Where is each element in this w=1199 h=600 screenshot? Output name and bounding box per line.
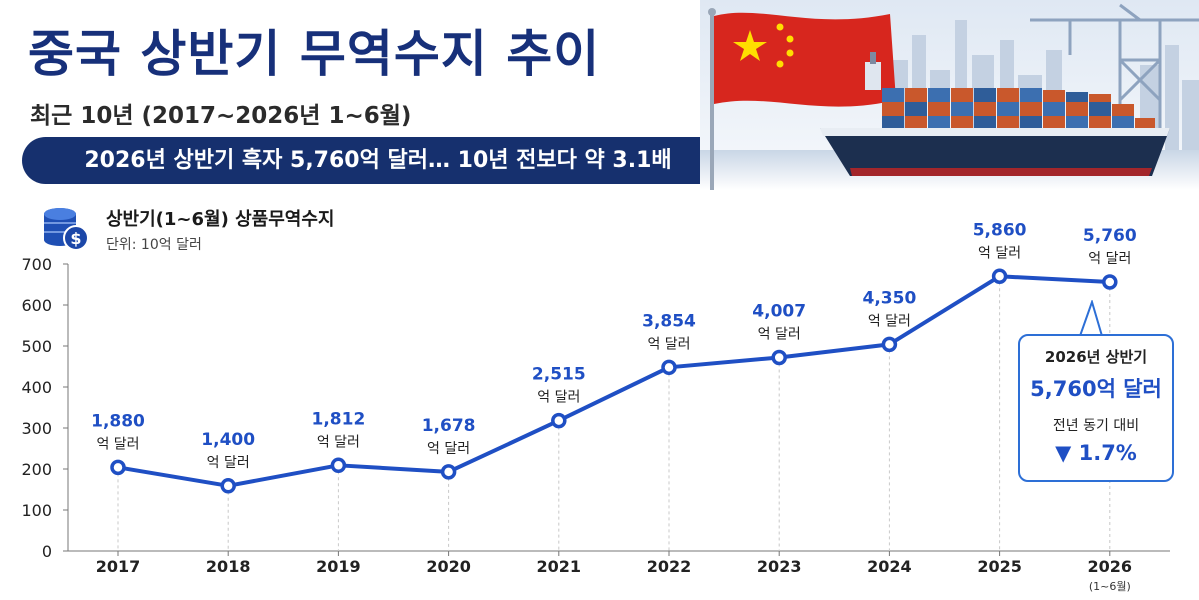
data-label-unit: 억 달러 bbox=[317, 434, 360, 450]
data-point bbox=[110, 459, 126, 476]
data-point bbox=[661, 359, 677, 376]
data-point bbox=[991, 268, 1008, 285]
chart-title: 상반기(1~6월) 상품무역수지 bbox=[106, 209, 335, 230]
data-label-value: 4,350 bbox=[863, 288, 917, 308]
data-label-value: 5,860 bbox=[973, 220, 1027, 240]
data-point bbox=[881, 336, 898, 353]
data-label-value: 5,760 bbox=[1083, 226, 1137, 246]
x-tick-label: 2026 bbox=[1088, 557, 1133, 576]
y-tick-label: 100 bbox=[21, 501, 52, 520]
callout-change-value: ▼ 1.7% bbox=[1055, 441, 1137, 465]
data-label-value: 2,515 bbox=[532, 365, 586, 385]
callout-value: 5,760억 달러 bbox=[1030, 377, 1162, 401]
data-label-value: 3,854 bbox=[642, 311, 696, 331]
x-tick-label: 2021 bbox=[537, 557, 582, 576]
page-title: 중국 상반기 무역수지 추이 bbox=[28, 25, 601, 83]
data-label-unit: 억 달러 bbox=[96, 436, 139, 452]
data-label-value: 1,812 bbox=[312, 409, 366, 429]
data-label-unit: 억 달러 bbox=[868, 313, 911, 329]
y-tick-label: 400 bbox=[21, 378, 52, 397]
data-label-value: 1,880 bbox=[91, 411, 145, 431]
x-tick-label: 2019 bbox=[316, 557, 361, 576]
x-tick-note: (1~6월) bbox=[1089, 580, 1131, 593]
x-tick-label: 2024 bbox=[867, 557, 912, 576]
x-tick-label: 2018 bbox=[206, 557, 251, 576]
y-tick-label: 300 bbox=[21, 419, 52, 438]
data-label-unit: 억 달러 bbox=[978, 245, 1021, 261]
y-tick-label: 500 bbox=[21, 337, 52, 356]
data-label-unit: 억 달러 bbox=[427, 441, 470, 457]
hero-illustration bbox=[700, 0, 1199, 190]
x-tick-label: 2023 bbox=[757, 557, 802, 576]
data-point bbox=[551, 412, 567, 429]
callout-title: 2026년 상반기 bbox=[1044, 348, 1148, 366]
data-point bbox=[220, 478, 236, 494]
data-point bbox=[330, 457, 347, 474]
data-label-unit: 억 달러 bbox=[207, 455, 250, 471]
headline-banner: 2026년 상반기 흑자 5,760억 달러… 10년 전보다 약 3.1배 bbox=[22, 137, 734, 184]
x-tick-label: 2025 bbox=[977, 557, 1022, 576]
page-subtitle: 최근 10년 (2017~2026년 1~6월) bbox=[30, 103, 412, 129]
callout-pointer bbox=[1078, 300, 1104, 336]
svg-text:$: $ bbox=[70, 229, 81, 248]
series-line bbox=[117, 274, 1110, 488]
summary-callout: 2026년 상반기 5,760억 달러 전년 동기 대비 ▼ 1.7% bbox=[1018, 334, 1174, 482]
data-label-value: 1,678 bbox=[422, 416, 476, 436]
data-label-unit: 억 달러 bbox=[758, 326, 801, 342]
container-ship-icon bbox=[820, 52, 1170, 176]
chart-unit-label: 단위: 10억 달러 bbox=[106, 237, 202, 253]
data-label-unit: 억 달러 bbox=[1088, 251, 1131, 267]
data-point bbox=[771, 349, 787, 366]
data-label-value: 1,400 bbox=[201, 430, 255, 450]
callout-change-label: 전년 동기 대비 bbox=[1052, 418, 1140, 434]
y-tick-label: 200 bbox=[21, 460, 52, 479]
data-label-value: 4,007 bbox=[752, 301, 806, 321]
x-tick-label: 2020 bbox=[426, 557, 471, 576]
data-point bbox=[1102, 274, 1118, 290]
data-point bbox=[440, 464, 457, 480]
data-label-unit: 억 달러 bbox=[647, 336, 690, 352]
data-label-unit: 억 달러 bbox=[537, 390, 580, 406]
y-tick-label: 0 bbox=[42, 542, 52, 561]
y-tick-label: 600 bbox=[21, 296, 52, 315]
y-tick-label: 700 bbox=[21, 255, 52, 274]
coins-dollar-icon: $ bbox=[44, 208, 89, 251]
x-tick-label: 2022 bbox=[647, 557, 692, 576]
china-flag-icon bbox=[708, 8, 896, 190]
x-tick-label: 2017 bbox=[96, 557, 141, 576]
